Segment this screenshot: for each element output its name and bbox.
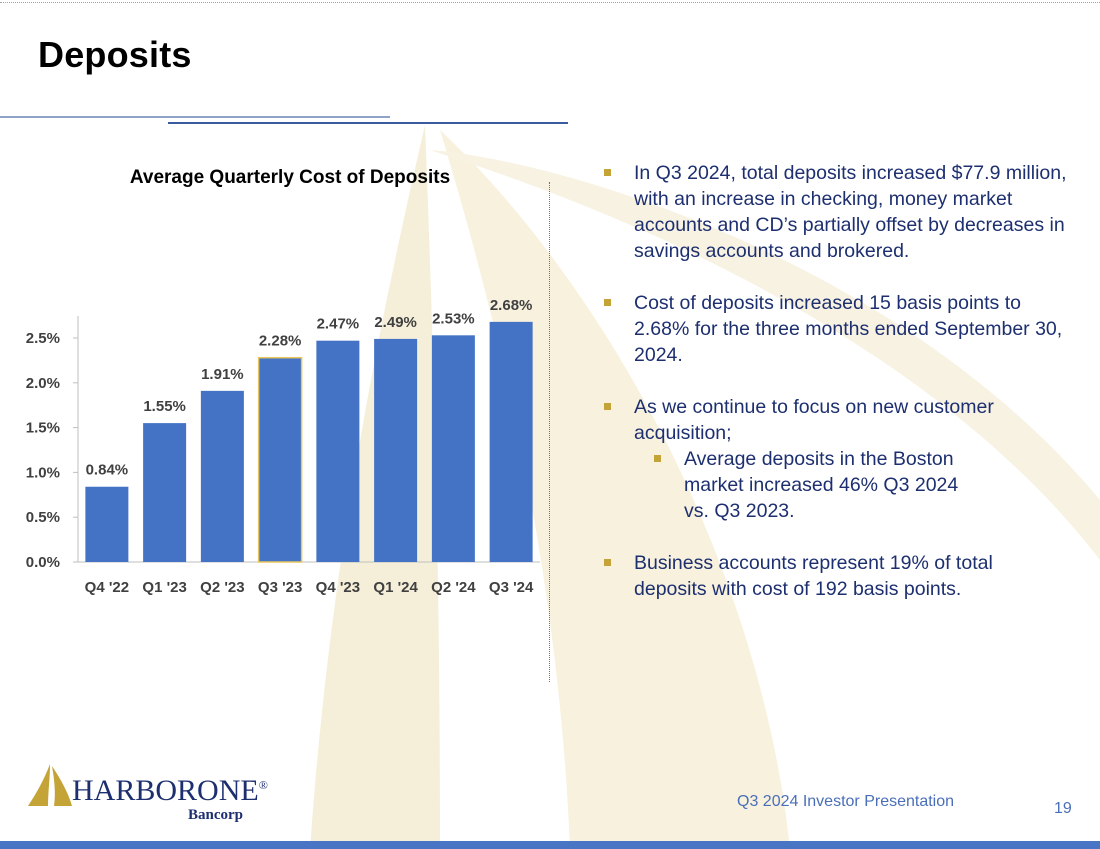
cost-of-deposits-chart: Average Quarterly Cost of Deposits 0.0% 0…: [26, 167, 540, 596]
x-tick-label: Q3 '23: [258, 579, 302, 596]
bar: [431, 335, 475, 562]
sub-bullet-boston-market: Average deposits in the Boston market in…: [650, 446, 984, 524]
x-tick-label: Q2 '24: [431, 579, 476, 596]
bar-data-label: 0.84%: [86, 462, 129, 479]
x-tick-label: Q4 '22: [85, 579, 129, 596]
bar: [143, 423, 187, 562]
bullet-list: In Q3 2024, total deposits increased $77…: [600, 160, 1070, 602]
bullet-customer-acquisition: As we continue to focus on new customer …: [600, 394, 1070, 446]
bar: [316, 340, 360, 562]
bar: [489, 321, 533, 562]
bar-data-label: 1.91%: [201, 366, 244, 383]
sub-bullet-marker-icon: [654, 455, 661, 462]
bullet-marker-icon: [604, 299, 611, 306]
bar: [200, 390, 244, 562]
x-tick-label: Q1 '24: [373, 579, 418, 596]
sub-bullet-text: Average deposits in the Boston market in…: [684, 448, 959, 522]
bullet-deposits-increase: In Q3 2024, total deposits increased $77…: [600, 160, 1070, 264]
x-tick-label: Q4 '23: [316, 579, 360, 596]
data-labels-group: 0.84% 1.55% 1.91% 2.28% 2.47% 2.49% 2.53% 2.68%: [86, 297, 533, 479]
y-tick-label: 0.0%: [26, 554, 60, 571]
bullet-marker-icon: [604, 403, 611, 410]
x-tick-labels-group: Q4 '22 Q1 '23 Q2 '23 Q3 '23 Q4 '23 Q1 '24 Q2 '…: [85, 579, 534, 596]
bar-data-label: 2.28%: [259, 333, 302, 350]
bullet-cost-of-deposits: Cost of deposits increased 15 basis poin…: [600, 290, 1070, 368]
logo-registered-mark: ®: [258, 778, 268, 792]
bar: [374, 338, 418, 562]
logo-wordmark: HARBORONE®: [72, 774, 268, 808]
slide-title: Deposits: [38, 34, 192, 75]
bar: [257, 356, 303, 563]
bullet-text: As we continue to focus on new customer …: [634, 396, 994, 444]
sail-logo-icon: [28, 764, 72, 806]
bullet-text: Cost of deposits increased 15 basis poin…: [634, 292, 1063, 366]
bullet-business-accounts: Business accounts represent 19% of total…: [600, 550, 1070, 602]
logo-subtitle: Bancorp: [188, 807, 244, 823]
bullet-text: Business accounts represent 19% of total…: [634, 552, 993, 600]
column-divider: [549, 182, 550, 682]
footer-presentation-title: Q3 2024 Investor Presentation: [737, 793, 955, 810]
page-number: 19: [1054, 800, 1072, 817]
bar-data-label: 2.53%: [432, 310, 475, 327]
chart-title: Average Quarterly Cost of Deposits: [130, 167, 450, 188]
y-tick-label: 2.0%: [26, 375, 60, 392]
bullet-text: In Q3 2024, total deposits increased $77…: [634, 162, 1067, 262]
y-tick-label: 2.5%: [26, 330, 60, 347]
bar: [85, 486, 129, 562]
x-tick-label: Q1 '23: [142, 579, 186, 596]
title-underline-accent: [168, 122, 568, 124]
y-tick-label: 1.0%: [26, 464, 60, 481]
y-tick-label: 0.5%: [26, 509, 60, 526]
logo-name: HARBORONE: [72, 774, 259, 807]
bar-data-label: 2.49%: [374, 314, 417, 331]
top-dotted-border: [0, 2, 1100, 3]
bars-group: [85, 321, 533, 563]
bullet-marker-icon: [604, 169, 611, 176]
x-tick-label: Q2 '23: [200, 579, 244, 596]
bottom-accent-bar: [0, 841, 1100, 849]
harborone-logo: HARBORONE® Bancorp: [26, 760, 286, 830]
bar-data-label: 2.47%: [317, 316, 360, 333]
title-underline: [0, 116, 390, 118]
bar-data-label: 1.55%: [143, 398, 186, 415]
x-tick-label: Q3 '24: [489, 579, 534, 596]
bar-data-label: 2.68%: [490, 297, 533, 314]
bullet-marker-icon: [604, 559, 611, 566]
y-tick-label: 1.5%: [26, 420, 60, 437]
